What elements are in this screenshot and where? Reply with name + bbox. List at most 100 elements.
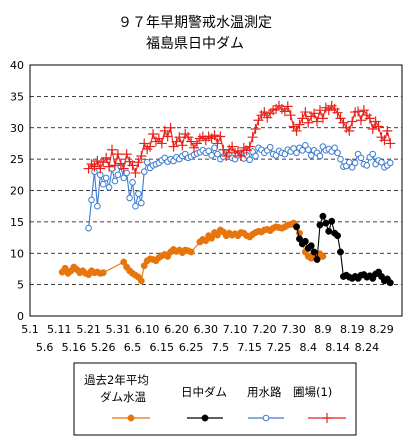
data-point <box>358 105 369 116</box>
data-point <box>272 152 280 159</box>
x-tick-label: 7.25 <box>267 341 292 354</box>
legend-label-avg-line1: 過去2年平均 <box>84 373 149 387</box>
legend-label-avg-line2: ダム水温 <box>100 390 146 404</box>
x-tick-label: 7.10 <box>223 323 248 336</box>
data-point <box>107 144 118 155</box>
legend: 過去2年平均 ダム水温 日中ダム 用水路 圃場(1) <box>73 362 357 436</box>
data-point <box>337 248 344 256</box>
data-point <box>227 141 238 152</box>
data-point <box>135 190 142 197</box>
data-point <box>138 199 145 207</box>
data-point <box>205 147 212 155</box>
y-tick-label: 35 <box>10 90 24 103</box>
x-tick-label: 8.14 <box>325 341 350 354</box>
chart-title: ９７年早期警戒水温測定 <box>118 15 272 31</box>
x-tick-label: 8.19 <box>340 323 365 336</box>
data-point <box>294 119 305 130</box>
y-tick-labels: 0 5 10 15 20 25 30 35 40 <box>10 59 24 323</box>
legend-box <box>73 362 357 436</box>
data-point <box>99 269 107 277</box>
data-point <box>370 116 381 127</box>
data-point <box>132 202 139 210</box>
data-point <box>244 141 255 152</box>
x-tick-label: 6.10 <box>135 323 160 336</box>
data-point <box>145 141 156 152</box>
data-point <box>369 150 377 158</box>
data-point <box>143 158 151 166</box>
y-tick-label: 5 <box>17 279 24 292</box>
data-point <box>357 154 365 162</box>
x-tick-label: 8.4 <box>300 341 318 354</box>
data-point <box>378 158 385 166</box>
x-tick-label: 5.1 <box>21 323 39 336</box>
data-point <box>191 138 202 149</box>
data-point <box>208 234 216 242</box>
data-point <box>301 237 309 245</box>
data-point <box>322 219 330 227</box>
data-point <box>348 163 356 171</box>
data-point <box>111 177 119 185</box>
data-point <box>353 106 364 117</box>
x-tick-label: 5.31 <box>106 323 131 336</box>
data-point <box>317 113 328 124</box>
data-point <box>302 142 309 149</box>
data-point <box>338 117 349 128</box>
legend-samples <box>112 413 346 423</box>
x-tick-label: 6.15 <box>150 341 175 354</box>
data-point <box>307 152 315 159</box>
data-point <box>363 162 371 169</box>
data-point <box>355 115 366 126</box>
data-point <box>126 194 133 202</box>
data-point <box>133 157 144 168</box>
data-point <box>328 217 336 225</box>
data-point <box>334 149 341 157</box>
data-point <box>385 138 396 149</box>
y-tick-label: 0 <box>17 310 24 323</box>
x-tick-label: 8.24 <box>355 341 380 354</box>
data-point <box>310 248 318 256</box>
data-point <box>331 144 338 152</box>
data-point <box>156 138 167 149</box>
data-point <box>120 174 128 182</box>
data-point <box>303 117 314 128</box>
data-point <box>316 221 324 229</box>
data-point <box>208 152 215 159</box>
data-point <box>99 180 107 188</box>
data-point <box>246 156 253 164</box>
x-tick-label: 7.20 <box>252 323 277 336</box>
data-point <box>252 152 259 160</box>
data-point <box>314 105 325 116</box>
data-point <box>114 171 122 179</box>
data-point <box>266 143 274 151</box>
y-tick-label: 30 <box>10 122 24 135</box>
data-point <box>95 163 106 174</box>
legend-marker <box>322 413 332 423</box>
chart-subtitle: 福島県日中ダム <box>146 36 244 52</box>
data-point <box>235 150 246 161</box>
data-point <box>386 159 394 167</box>
data-point <box>312 116 323 127</box>
x-tick-label: 5.21 <box>76 323 101 336</box>
data-point <box>94 202 101 210</box>
data-point <box>127 160 138 171</box>
series-1 <box>293 212 394 287</box>
x-tick-label: 7.5 <box>212 341 230 354</box>
data-point <box>221 150 232 161</box>
x-tick-label: 6.5 <box>124 341 142 354</box>
data-point <box>281 150 289 158</box>
x-tick-label: 6.20 <box>164 323 189 336</box>
plot-area <box>58 100 396 287</box>
plot-frame <box>29 64 403 317</box>
legend-label-canal: 用水路 <box>247 385 282 399</box>
data-point <box>332 107 343 118</box>
data-point <box>291 125 302 136</box>
data-point <box>165 122 176 133</box>
data-point <box>162 131 173 142</box>
legend-label-dam: 日中ダム <box>181 385 227 399</box>
data-point <box>347 116 358 127</box>
data-point <box>92 156 103 167</box>
data-point <box>309 108 320 119</box>
data-point <box>319 212 327 220</box>
series-0 <box>58 219 327 285</box>
data-point <box>382 125 393 136</box>
